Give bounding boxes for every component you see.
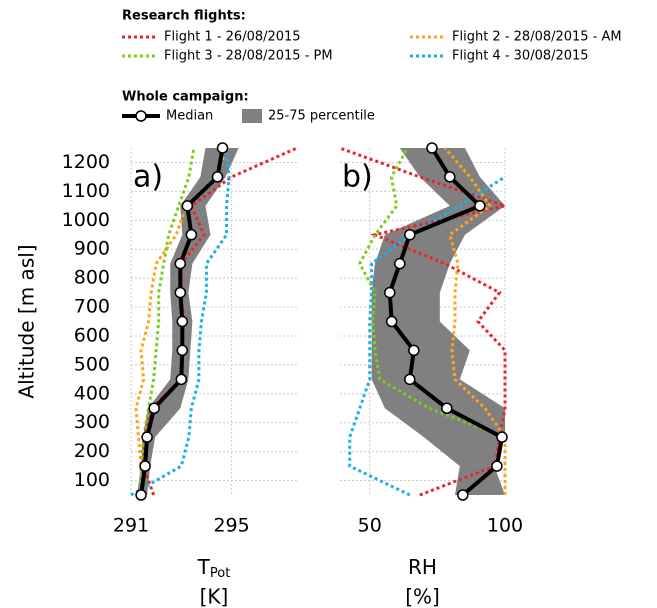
median-marker <box>444 171 456 183</box>
median-marker <box>175 373 188 386</box>
median-marker <box>176 344 189 357</box>
x-axis-label-main: RH <box>408 555 437 579</box>
y-tick-label: 1100 <box>62 180 110 202</box>
legend-label: Flight 3 - 28/08/2015 - PM <box>164 49 333 64</box>
median-marker <box>496 431 508 443</box>
x-tick-label: 295 <box>213 515 249 537</box>
x-axis-unit: [%] <box>405 585 440 608</box>
x-tick-label: 291 <box>113 515 149 537</box>
flight-line <box>358 147 506 439</box>
panel-label: a) <box>133 160 163 195</box>
y-tick-label: 700 <box>74 296 110 318</box>
median-marker <box>148 402 160 414</box>
legend-label: Flight 2 - 28/08/2015 - AM <box>452 30 622 45</box>
flight-line <box>142 146 298 496</box>
x-axis-label: RH <box>408 555 437 579</box>
x-tick-label: 50 <box>358 515 382 537</box>
median-marker <box>176 315 189 328</box>
y-tick-label: 800 <box>74 267 110 289</box>
x-axis-label: TPot <box>197 555 231 581</box>
y-tick-label: 1000 <box>62 209 110 231</box>
legend-title: Whole campaign: <box>122 90 249 105</box>
flight-line <box>134 147 228 495</box>
median-marker <box>441 402 453 414</box>
y-tick-label: 500 <box>74 353 110 375</box>
y-tick-label: 100 <box>74 469 110 491</box>
y-tick-label: 300 <box>74 411 110 433</box>
median-marker <box>426 142 438 154</box>
median-marker <box>139 460 151 472</box>
flight-line <box>130 147 231 497</box>
panel-label: b) <box>342 160 373 195</box>
y-tick-label: 600 <box>74 324 110 346</box>
flight-line <box>443 147 507 495</box>
y-tick-label: 400 <box>74 382 110 404</box>
median-marker <box>174 257 187 270</box>
median-marker <box>385 315 398 328</box>
y-tick-label: 900 <box>74 238 110 260</box>
x-axis-label-sub: Pot <box>210 566 230 581</box>
legend-swatch <box>135 110 147 122</box>
x-axis-label-main: T <box>197 555 211 579</box>
legend-swatch <box>242 109 262 123</box>
median-marker <box>491 460 503 472</box>
median-marker <box>474 200 486 212</box>
median-marker <box>384 286 396 299</box>
legend-label: Flight 4 - 30/08/2015 <box>452 49 589 64</box>
y-tick-label: 1200 <box>62 151 110 173</box>
legend-label: 25-75 percentile <box>268 109 375 124</box>
median-marker <box>404 229 416 241</box>
y-tick-label: 200 <box>74 440 110 462</box>
median-marker <box>174 286 187 299</box>
median-marker <box>211 171 224 183</box>
median-marker <box>408 344 420 357</box>
legend-title: Research flights: <box>122 9 246 24</box>
median-marker <box>394 257 406 270</box>
flight-line <box>348 175 506 497</box>
median-marker <box>404 373 416 386</box>
x-tick-label: 100 <box>487 515 523 537</box>
legend-label: Median <box>166 109 213 124</box>
median-marker <box>457 489 469 501</box>
legend-label: Flight 1 - 26/08/2015 <box>164 30 301 45</box>
x-axis-unit: [K] <box>200 585 229 608</box>
median-marker <box>185 229 198 241</box>
median-marker <box>141 431 153 443</box>
y-axis-label: Altitude [m asl] <box>15 244 39 398</box>
median-marker <box>181 200 194 212</box>
median-marker <box>216 142 229 154</box>
median-marker <box>135 489 147 501</box>
flight-line <box>139 147 196 495</box>
